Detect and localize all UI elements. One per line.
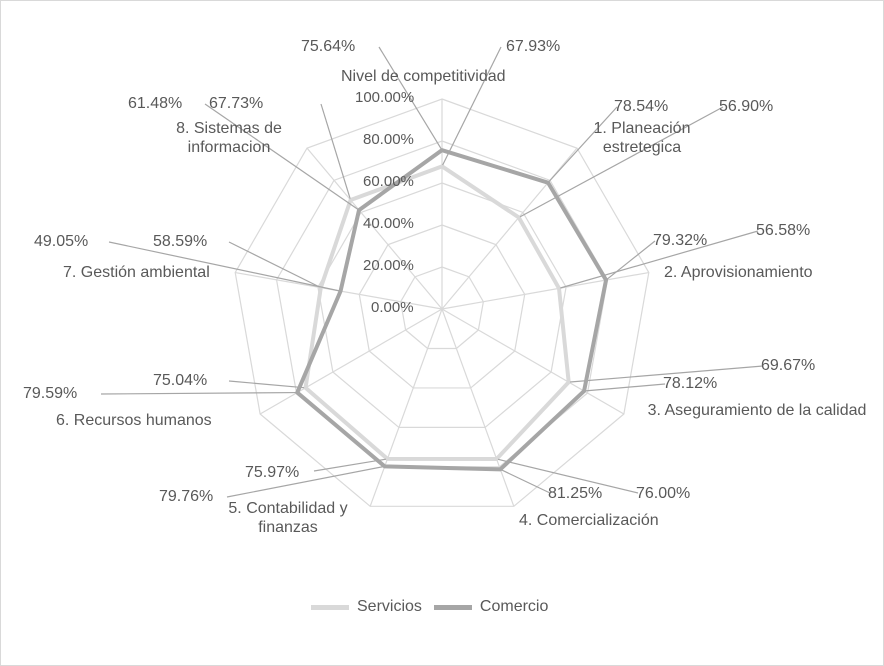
data-point bbox=[383, 464, 387, 468]
data-point bbox=[295, 391, 299, 395]
category-label: Nivel de competitividad bbox=[341, 68, 506, 85]
data-label-servicios: 76.00% bbox=[636, 485, 691, 502]
leader-line bbox=[226, 465, 385, 498]
leader-line bbox=[605, 240, 656, 281]
data-point bbox=[385, 457, 389, 461]
data-label-comercio: 75.64% bbox=[301, 38, 356, 55]
category-label: 3. Aseguramiento de la calidad bbox=[647, 402, 867, 419]
tick-label: 80.00% bbox=[363, 131, 414, 148]
leader-line bbox=[558, 230, 759, 289]
data-point bbox=[440, 148, 444, 152]
tick-label: 40.00% bbox=[363, 215, 414, 232]
leader-line bbox=[100, 391, 298, 395]
grid-ring bbox=[400, 266, 484, 350]
tick-label: 20.00% bbox=[363, 257, 414, 274]
grid-spoke bbox=[441, 271, 649, 310]
legend: Servicios Comercio bbox=[311, 598, 548, 616]
leader-line bbox=[584, 383, 666, 392]
data-label-servicios: 67.73% bbox=[209, 95, 264, 112]
category-label: 7. Gestión ambiental bbox=[63, 264, 210, 281]
leader-line bbox=[500, 468, 551, 494]
data-point bbox=[349, 198, 353, 202]
tick-label: 60.00% bbox=[363, 173, 414, 190]
grid-spoke bbox=[441, 308, 625, 415]
category-label: 6. Recursos humanos bbox=[56, 412, 212, 429]
category-label: 2. Aprovisionamiento bbox=[664, 264, 813, 281]
data-point bbox=[357, 208, 361, 212]
data-point bbox=[304, 386, 308, 390]
legend-swatch-servicios bbox=[311, 604, 349, 610]
data-label-comercio: 79.76% bbox=[159, 488, 214, 505]
data-label-comercio: 79.59% bbox=[23, 385, 78, 402]
data-point bbox=[495, 457, 499, 461]
data-label-comercio: 61.48% bbox=[128, 95, 183, 112]
grid-spoke bbox=[306, 147, 443, 310]
data-label-comercio: 79.32% bbox=[653, 232, 708, 249]
legend-swatch-comercio bbox=[433, 604, 472, 610]
data-point bbox=[567, 380, 571, 384]
data-label-servicios: 67.93% bbox=[506, 38, 561, 55]
data-label-comercio: 78.54% bbox=[614, 98, 669, 115]
grid-ring bbox=[358, 224, 526, 389]
grid-spoke bbox=[259, 308, 443, 415]
series-line-comercio bbox=[295, 148, 609, 472]
data-point bbox=[557, 286, 561, 290]
data-point bbox=[546, 181, 550, 185]
data-point bbox=[498, 467, 502, 471]
data-label-servicios: 56.58% bbox=[756, 222, 811, 239]
series-line-servicios bbox=[303, 164, 571, 461]
data-point bbox=[582, 389, 586, 393]
category-label: 1. Planeación estretegica bbox=[593, 120, 691, 156]
tick-label: 100.00% bbox=[355, 89, 415, 106]
leader-line bbox=[204, 103, 360, 211]
category-label: 4. Comercialización bbox=[519, 512, 659, 529]
grid-spoke bbox=[441, 308, 515, 507]
data-label-comercio: 78.12% bbox=[663, 375, 718, 392]
data-point bbox=[339, 289, 343, 293]
grid-spoke bbox=[369, 308, 443, 507]
leader-line bbox=[108, 241, 341, 292]
data-point bbox=[517, 215, 521, 219]
grid-ring bbox=[317, 182, 567, 429]
leader-line bbox=[228, 380, 306, 389]
data-label-comercio: 81.25% bbox=[548, 485, 603, 502]
leader-line bbox=[496, 458, 639, 494]
leader-line bbox=[228, 241, 322, 289]
data-label-servicios: 75.97% bbox=[245, 464, 300, 481]
leader-line bbox=[547, 106, 618, 184]
legend-label: Comercio bbox=[479, 598, 549, 615]
leader-line bbox=[568, 365, 764, 383]
leader-line bbox=[378, 46, 443, 151]
tick-label: 0.00% bbox=[371, 299, 414, 316]
data-label-servicios: 69.67% bbox=[761, 357, 816, 374]
data-point bbox=[604, 278, 608, 282]
data-label-servicios: 56.90% bbox=[719, 98, 774, 115]
data-label-servicios: 75.04% bbox=[153, 372, 208, 389]
data-point bbox=[440, 164, 444, 168]
category-label: 8. Sistemas de informacion bbox=[176, 120, 282, 156]
data-label-comercio: 49.05% bbox=[34, 233, 89, 250]
data-label-servicios: 58.59% bbox=[153, 233, 208, 250]
leader-line bbox=[320, 103, 352, 201]
grid-ring bbox=[234, 98, 650, 507]
legend-label: Servicios bbox=[357, 598, 422, 615]
leader-line bbox=[441, 46, 502, 167]
category-label: 5. Contabilidad y finanzas bbox=[228, 500, 348, 536]
leader-line bbox=[518, 106, 724, 218]
